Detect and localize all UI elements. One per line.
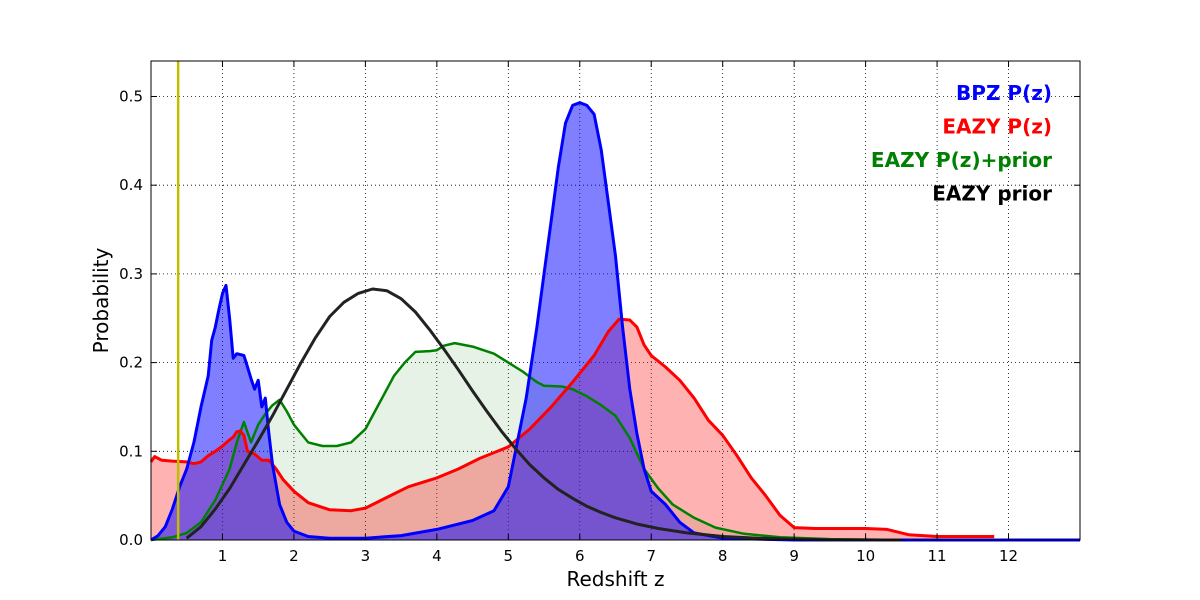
bpz-p-z-line: [150, 101, 1080, 542]
axis-tick-labels: 1 2 3 4 5 6 7 8 9 10 11 120.00.10.20.30.40.5: [119, 87, 1018, 565]
x-tick-label: 8: [718, 547, 728, 565]
x-tick-label: 3: [361, 547, 371, 565]
x-tick-label: 5: [504, 547, 514, 565]
plot-frame: [150, 60, 1081, 541]
x-tick-label: 12: [999, 547, 1018, 565]
y-tick-label: 0.4: [119, 176, 143, 194]
legend-item: EAZY P(z)+prior: [871, 148, 1052, 172]
legend-item: BPZ P(z): [956, 81, 1052, 105]
x-tick-label: 7: [646, 547, 656, 565]
y-tick-label: 0.5: [119, 87, 143, 105]
eazy-prior-line: [185, 287, 902, 542]
x-tick-label: 10: [856, 547, 875, 565]
eazy-p-z-line: [149, 317, 995, 538]
y-tick-label: 0.0: [119, 531, 143, 549]
legend-item: EAZY prior: [932, 182, 1052, 206]
x-tick-label: 6: [575, 547, 585, 565]
y-tick-label: 0.2: [119, 354, 143, 372]
series-lines: [149, 101, 1080, 542]
x-tick-label: 2: [289, 547, 299, 565]
y-tick-label: 0.1: [119, 442, 143, 460]
axis-ticks: [151, 61, 1080, 541]
eazy-p-z-prior-line: [150, 341, 1080, 542]
legend-item: EAZY P(z): [942, 115, 1052, 139]
x-axis-title: Redshift z: [566, 567, 664, 591]
x-tick-label: 11: [928, 547, 947, 565]
x-tick-label: 4: [432, 547, 442, 565]
y-axis-title: Probability: [89, 247, 113, 353]
x-tick-label: 9: [789, 547, 799, 565]
x-tick-label: 1: [218, 547, 228, 565]
legend: BPZ P(z) EAZY P(z) EAZY P(z)+prior EAZY pri…: [871, 81, 1052, 206]
y-tick-label: 0.3: [119, 265, 143, 283]
